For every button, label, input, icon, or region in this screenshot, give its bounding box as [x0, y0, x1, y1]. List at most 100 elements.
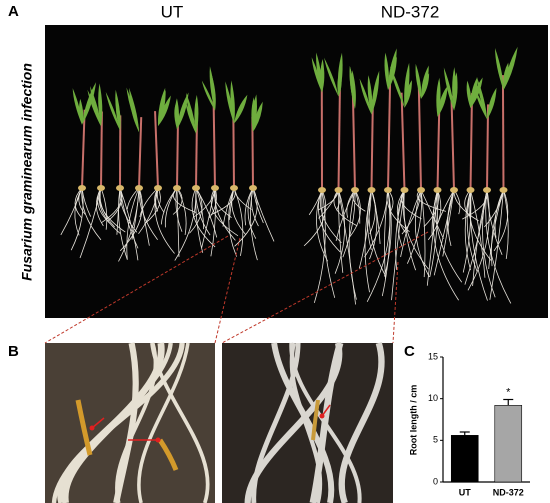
root [160, 187, 178, 225]
root [400, 189, 422, 258]
seed [249, 185, 257, 191]
root [462, 189, 472, 273]
leaf [311, 57, 322, 93]
leaf [252, 94, 257, 132]
root-zoom [271, 342, 335, 503]
root [403, 189, 416, 271]
zoom-line [214, 237, 241, 344]
root [414, 189, 430, 278]
seed [173, 185, 181, 191]
leaf [116, 99, 121, 131]
seed [334, 187, 343, 193]
root [119, 187, 143, 252]
stem [370, 99, 374, 191]
root [195, 187, 211, 236]
zoom-line [392, 261, 399, 344]
stem [417, 83, 422, 191]
leaf [404, 62, 410, 108]
leaf [79, 98, 84, 125]
arrow [91, 417, 105, 429]
leaf [415, 63, 422, 99]
stem [251, 116, 254, 189]
stem [486, 104, 490, 191]
root [321, 189, 336, 298]
seed [400, 187, 409, 193]
seed [211, 185, 219, 191]
root [316, 189, 329, 262]
x-tick-label: UT [459, 487, 471, 497]
stem [351, 93, 356, 191]
photo-content [51, 46, 518, 503]
leaf [157, 87, 166, 127]
root [364, 189, 389, 258]
root [175, 187, 183, 232]
root [503, 189, 509, 260]
leaf [158, 95, 171, 127]
significance: * [506, 386, 511, 398]
root [397, 189, 405, 247]
leaf [230, 80, 235, 124]
leaf [337, 52, 343, 97]
stem [337, 81, 342, 191]
leaf [72, 88, 82, 125]
root [469, 189, 488, 301]
leaf [87, 89, 101, 127]
root [470, 189, 486, 278]
root [420, 189, 444, 240]
leaf [371, 70, 380, 115]
root [442, 189, 455, 257]
root [313, 189, 326, 303]
seed [154, 185, 162, 191]
leaf [470, 77, 478, 109]
leaf [177, 92, 189, 130]
seed [78, 185, 86, 191]
stem [154, 111, 159, 189]
bar [494, 405, 523, 483]
leaf [421, 73, 430, 99]
leaf [324, 57, 339, 97]
seed [135, 185, 143, 191]
leaf [384, 52, 389, 91]
root [98, 187, 121, 234]
stem [81, 109, 86, 189]
root [338, 189, 344, 273]
leaf [466, 80, 472, 109]
root [420, 189, 426, 278]
root-zoom [150, 342, 210, 503]
seed [230, 185, 238, 191]
root [319, 189, 342, 244]
y-axis-label: Root length / cm [408, 385, 418, 456]
root-zoom [338, 342, 385, 503]
leaf [98, 83, 103, 127]
root [369, 189, 376, 235]
stem [212, 95, 216, 189]
root [138, 187, 159, 235]
leaf [443, 67, 454, 111]
zoom-lines [44, 231, 429, 344]
stem [501, 75, 505, 191]
leaf [209, 66, 216, 111]
seed [417, 187, 425, 193]
stem [469, 93, 474, 191]
root [395, 189, 405, 270]
root [406, 189, 422, 264]
root [233, 187, 244, 256]
root [427, 189, 442, 241]
panel-label: B [8, 343, 19, 360]
leaf [201, 80, 215, 111]
root [489, 189, 504, 300]
lesion [75, 399, 93, 456]
root [436, 189, 455, 225]
root [485, 189, 512, 304]
side-label: Fusarium graminearum infection [19, 63, 35, 281]
arrow-head [89, 425, 95, 431]
panel-label: A [8, 3, 19, 20]
seed [318, 187, 326, 193]
leaf [351, 70, 356, 109]
leaf [437, 86, 448, 117]
stem [138, 117, 143, 189]
root [335, 189, 356, 242]
seed [367, 187, 376, 193]
leaf [474, 89, 487, 120]
